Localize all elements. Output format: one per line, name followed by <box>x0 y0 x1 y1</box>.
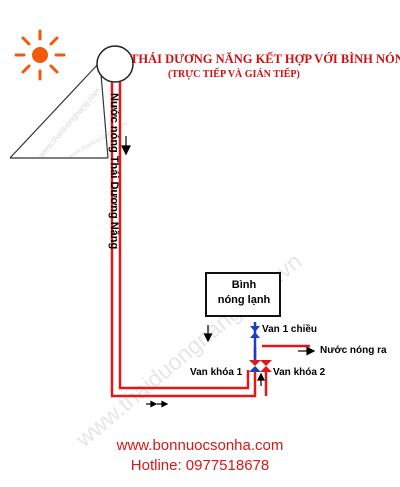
diagram-subtitle: (TRỰC TIẾP VÀ GIÁN TIẾP) <box>168 69 300 80</box>
website-text: www.bonnuocsonha.com <box>116 437 284 454</box>
arrows <box>121 136 316 408</box>
watermark-panel: www.thaiduongnang.com <box>36 86 102 160</box>
check-valve-label: Van 1 chiều <box>262 324 318 335</box>
tank-label-line2: nóng lạnh <box>217 294 271 306</box>
hot-out-label: Nước nóng ra <box>320 345 387 356</box>
arrow-down-icon-2 <box>203 325 213 343</box>
arrow-right-icon <box>298 346 316 356</box>
hot-pipe <box>110 82 310 398</box>
collector-pipe-label: Nước nóng Thái Dương Năng <box>108 93 120 250</box>
sun-icon <box>14 29 66 81</box>
arrow-up-icon <box>257 372 265 386</box>
tank-label-line1: Bình <box>231 279 257 291</box>
valve-2-icon <box>260 360 272 372</box>
valve-1-icon <box>249 360 261 372</box>
arrow-down-icon <box>121 136 131 156</box>
arrow-right-icon-2 <box>146 400 169 408</box>
solar-collector <box>9 61 109 159</box>
diagram-title: THÁI DƯƠNG NĂNG KẾT HỢP VỚI BÌNH NÓNG LẠ… <box>130 52 400 66</box>
check-valve-icon <box>250 326 260 338</box>
water-heater-box <box>205 272 281 317</box>
storage-tank-circle <box>96 45 134 83</box>
valve-2-label: Van khóa 2 <box>273 367 326 378</box>
hotline-text: Hotline: 0977518678 <box>130 457 270 474</box>
valve-1-label: Van khóa 1 <box>190 367 243 378</box>
